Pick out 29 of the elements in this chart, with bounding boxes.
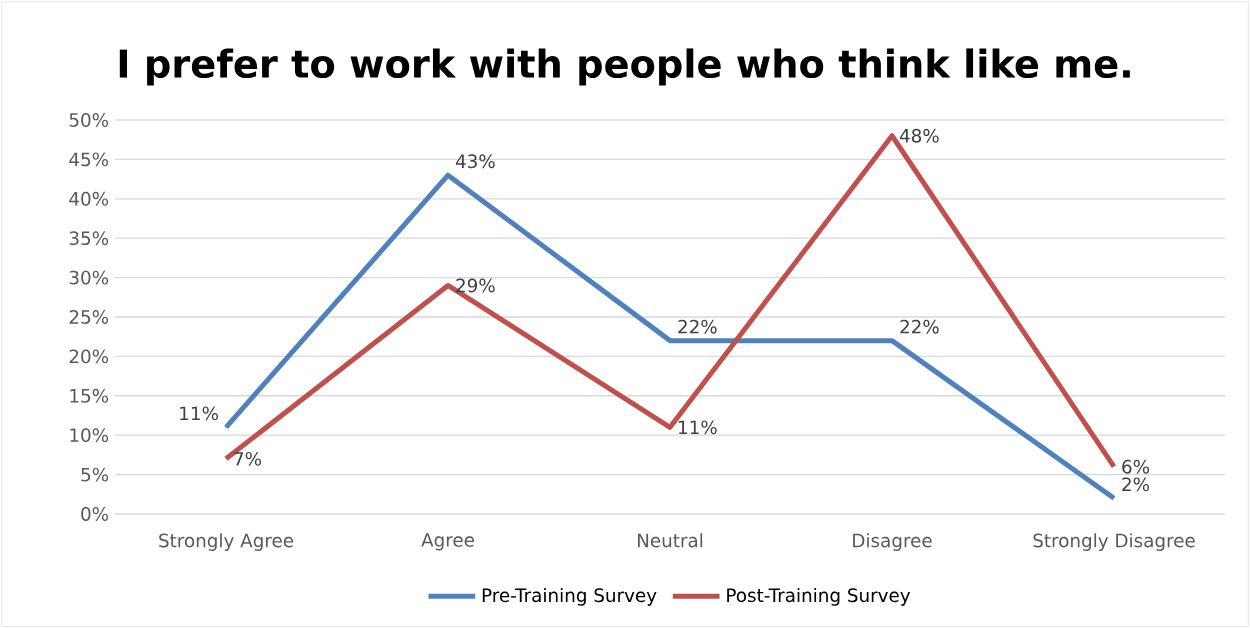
data-label: 29% — [456, 278, 495, 293]
y-tick-label: 45% — [69, 152, 109, 167]
y-tick-label: 30% — [69, 270, 109, 285]
x-tick-label: Strongly Agree — [159, 533, 294, 551]
y-tick-label: 35% — [69, 231, 109, 246]
data-label: 7% — [234, 451, 262, 466]
x-tick-label: Disagree — [853, 533, 932, 551]
x-tick-label: Neutral — [637, 533, 703, 548]
data-label: 6% — [1122, 459, 1150, 474]
y-tick-label: 40% — [69, 191, 109, 206]
y-tick-label: 25% — [69, 310, 109, 324]
data-label: 22% — [678, 319, 717, 334]
x-tick-label: Agree — [421, 533, 474, 551]
legend-label: Post-Training Survey — [727, 587, 911, 606]
y-tick-label: 15% — [70, 388, 109, 403]
data-label: 11% — [679, 420, 717, 435]
y-tick-label: 5% — [81, 467, 109, 482]
y-tick-label: 0% — [81, 507, 109, 521]
x-tick-label: Strongly Disagree — [1033, 533, 1195, 551]
data-label: 11% — [180, 406, 218, 421]
y-tick-label: 50% — [69, 113, 109, 127]
legend-label: Pre-Training Survey — [482, 587, 657, 606]
y-tick-label: 10% — [70, 428, 109, 443]
chart-title: I prefer to work with people who think like me. — [119, 48, 1130, 86]
data-label: 48% — [899, 128, 939, 143]
y-tick-label: 20% — [69, 349, 109, 364]
data-label: 2% — [1122, 477, 1150, 492]
data-label: 43% — [455, 154, 495, 169]
data-label: 22% — [900, 319, 939, 334]
